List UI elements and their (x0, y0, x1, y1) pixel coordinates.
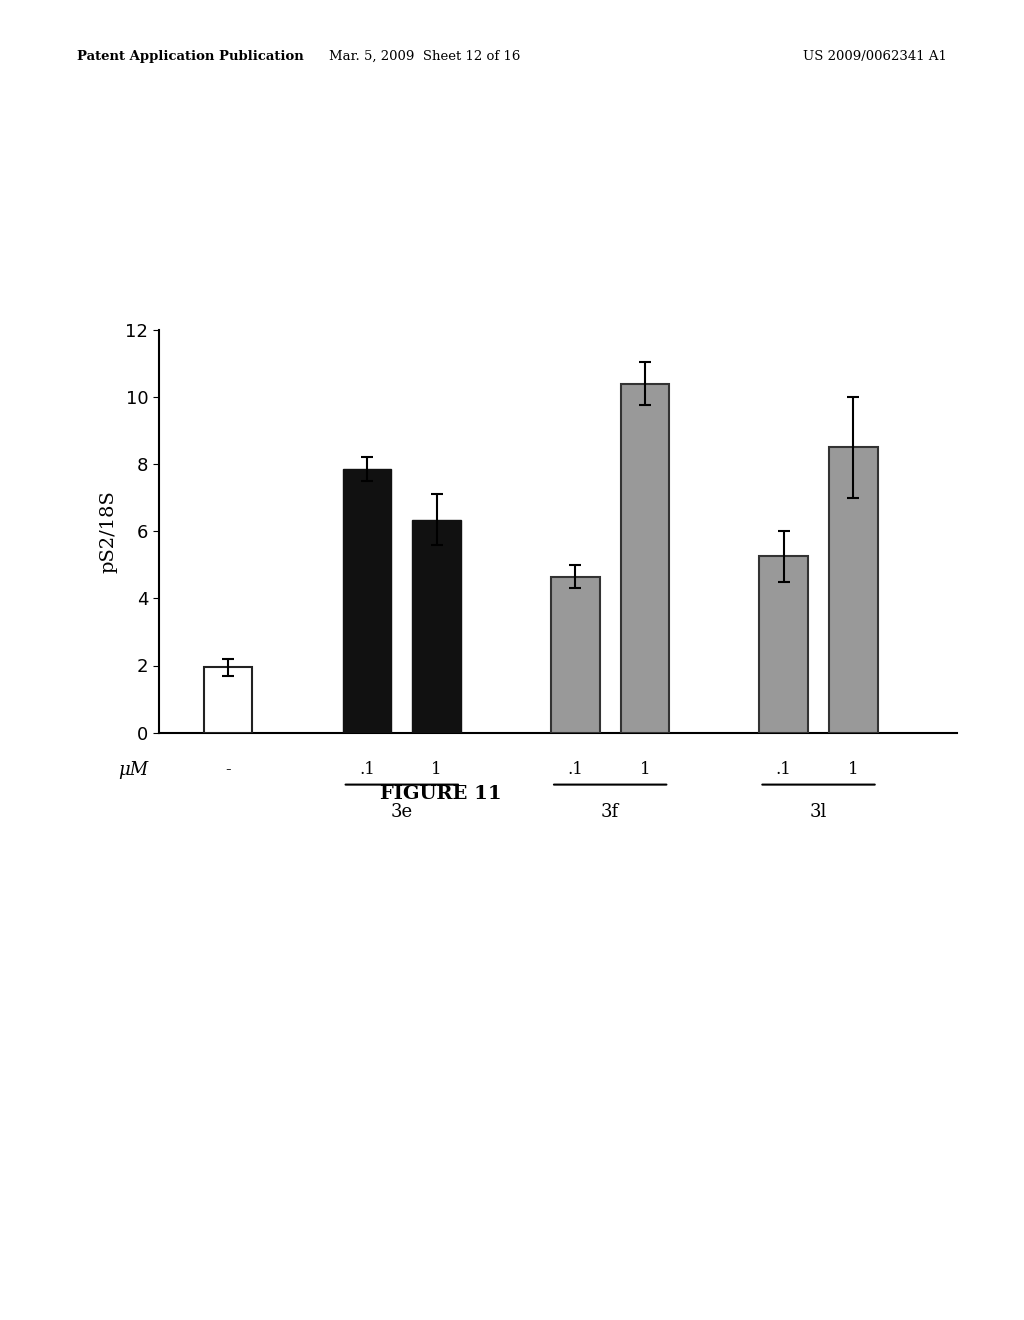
Bar (621, 384, 670, 733)
Text: 1: 1 (640, 762, 650, 777)
Text: FIGURE 11: FIGURE 11 (380, 785, 501, 804)
Text: .1: .1 (567, 762, 584, 777)
Bar (204, 667, 253, 733)
Text: 1: 1 (848, 762, 858, 777)
Bar (829, 447, 878, 733)
Text: .1: .1 (359, 762, 375, 777)
Text: Patent Application Publication: Patent Application Publication (77, 50, 303, 63)
Text: Mar. 5, 2009  Sheet 12 of 16: Mar. 5, 2009 Sheet 12 of 16 (330, 50, 520, 63)
Bar (343, 469, 391, 733)
Text: 3f: 3f (601, 803, 620, 821)
Text: 3l: 3l (810, 803, 827, 821)
Bar (413, 520, 461, 733)
Text: US 2009/0062341 A1: US 2009/0062341 A1 (803, 50, 947, 63)
Y-axis label: pS2/18S: pS2/18S (99, 490, 117, 573)
Bar (760, 557, 808, 733)
Text: 3e: 3e (391, 803, 413, 821)
Text: -: - (225, 762, 231, 777)
Text: 1: 1 (431, 762, 441, 777)
Text: .1: .1 (776, 762, 792, 777)
Bar (551, 577, 600, 733)
Text: μM: μM (118, 762, 148, 779)
